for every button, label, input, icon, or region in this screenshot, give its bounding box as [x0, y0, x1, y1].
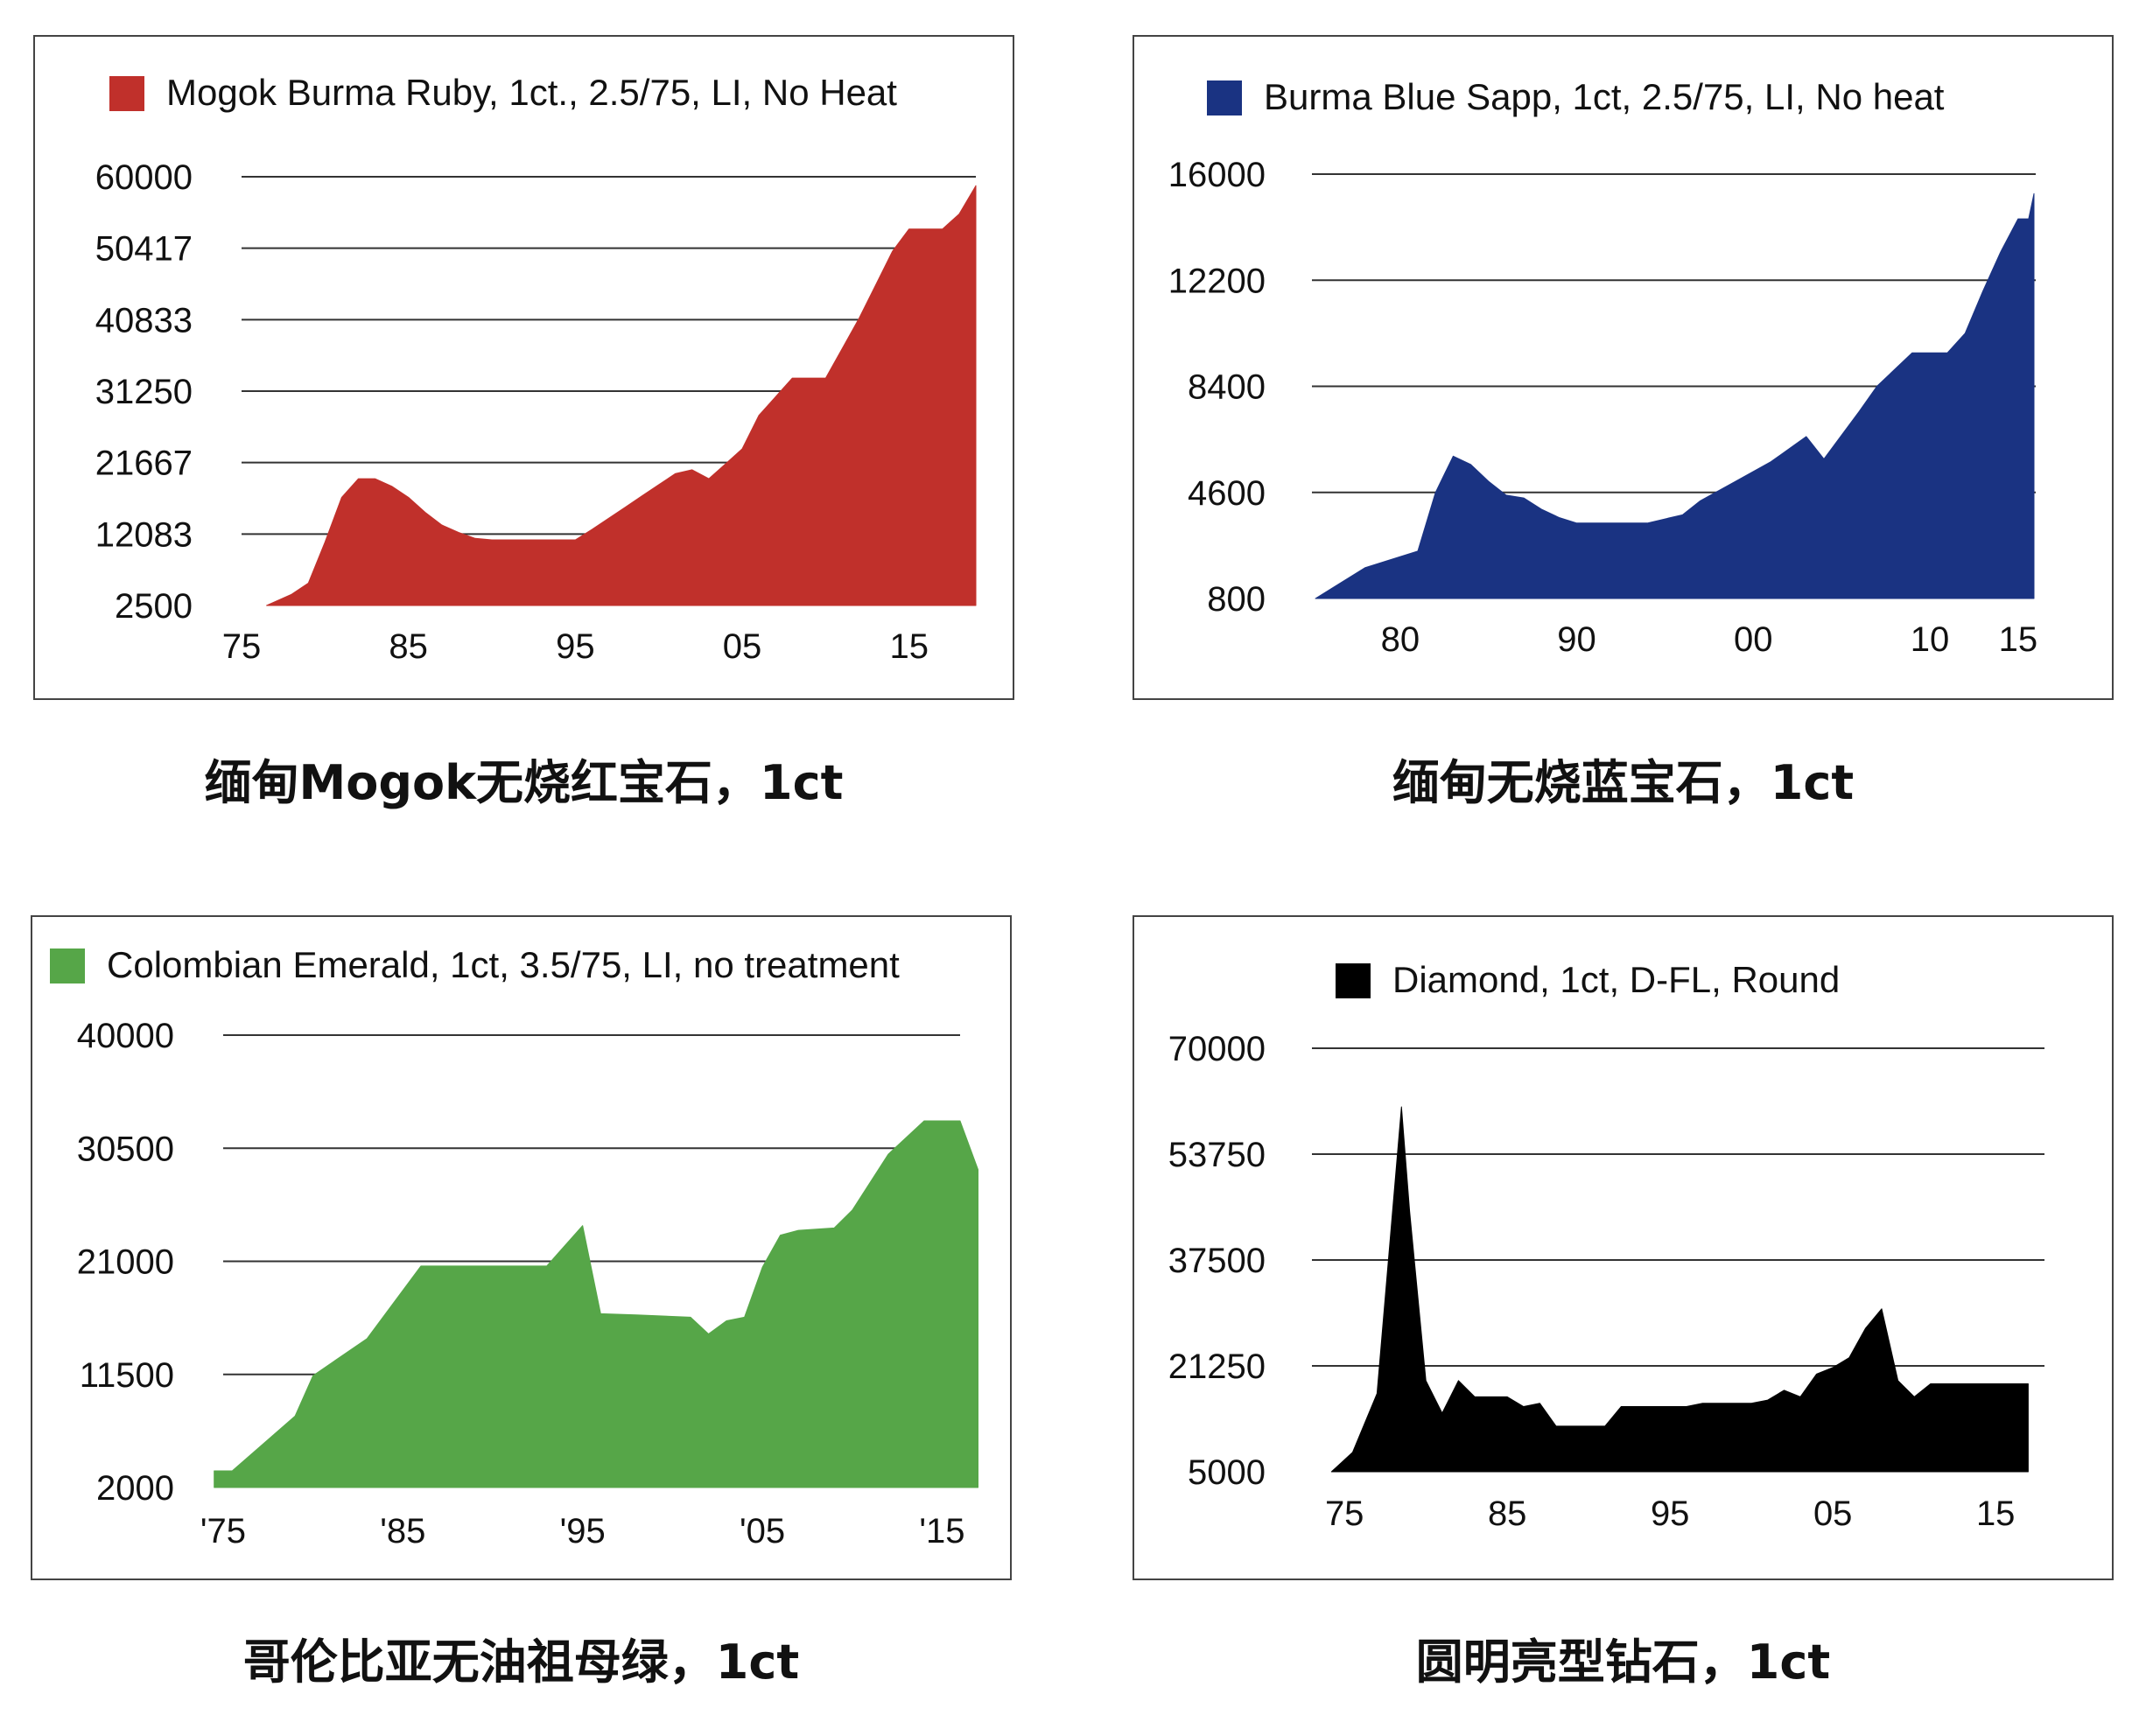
- x-tick-label: 90: [1557, 620, 1596, 659]
- x-tick-label: 85: [1488, 1494, 1527, 1533]
- caption-emerald: 哥伦比亚无油祖母绿，1ct: [242, 1634, 800, 1690]
- y-tick-label: 21667: [95, 444, 193, 483]
- y-tick-label: 31250: [95, 373, 193, 411]
- chart-panel-ruby: Mogok Burma Ruby, 1ct., 2.5/75, LI, No H…: [33, 35, 1014, 700]
- y-tick-label: 30500: [77, 1130, 174, 1168]
- x-tick-label: '85: [380, 1512, 425, 1550]
- y-tick-label: 2000: [96, 1469, 174, 1508]
- y-tick-label: 21000: [77, 1243, 174, 1282]
- caption-ruby: 缅甸Mogok无烧红宝石，1ct: [204, 755, 844, 810]
- chart-panel-diamond: Diamond, 1ct, D-FL, Round 70000 53750 37500…: [1133, 915, 2114, 1580]
- y-tick-label: 37500: [1168, 1242, 1266, 1280]
- series-area: [1315, 192, 2035, 599]
- legend-swatch: [50, 948, 85, 984]
- caption-sapphire: 缅甸无烧蓝宝石，1ct: [1392, 755, 1855, 810]
- x-tick-label: 15: [889, 627, 929, 666]
- diamond-price-chart: Diamond, 1ct, D-FL, Round 70000 53750 37500…: [1168, 959, 2044, 1533]
- y-tick-label: 40000: [77, 1017, 174, 1055]
- legend-label: Diamond, 1ct, D-FL, Round: [1392, 959, 1840, 1000]
- y-tick-label: 12083: [95, 515, 193, 554]
- y-tick-label: 40833: [95, 301, 193, 340]
- caption-diamond: 圆明亮型钻石，1ct: [1415, 1634, 1831, 1690]
- legend-label: Colombian Emerald, 1ct, 3.5/75, LI, no t…: [107, 944, 900, 985]
- y-tick-label: 16000: [1168, 156, 1266, 194]
- x-tick-label: 15: [1976, 1494, 2016, 1533]
- y-tick-label: 4600: [1188, 474, 1266, 513]
- series-area: [1330, 1106, 2029, 1473]
- y-tick-label: 21250: [1168, 1348, 1266, 1386]
- legend-label: Burma Blue Sapp, 1ct, 2.5/75, LI, No hea…: [1264, 76, 1945, 117]
- legend-swatch: [1336, 963, 1371, 998]
- x-tick-label: 75: [1325, 1494, 1364, 1533]
- y-tick-label: 8400: [1188, 368, 1266, 407]
- x-tick-label: 05: [1813, 1494, 1853, 1533]
- ruby-price-chart: Mogok Burma Ruby, 1ct., 2.5/75, LI, No H…: [95, 72, 977, 666]
- x-tick-label: 05: [723, 627, 762, 666]
- chart-panel-sapphire: Burma Blue Sapp, 1ct, 2.5/75, LI, No hea…: [1133, 35, 2114, 700]
- x-tick-label: '95: [560, 1512, 606, 1550]
- x-tick-label: 95: [1651, 1494, 1690, 1533]
- legend-swatch: [109, 76, 144, 111]
- x-tick-label: 95: [556, 627, 595, 666]
- x-tick-label: 85: [389, 627, 428, 666]
- x-tick-label: 00: [1734, 620, 1773, 659]
- y-tick-label: 53750: [1168, 1136, 1266, 1174]
- x-tick-label: '05: [740, 1512, 785, 1550]
- y-tick-label: 50417: [95, 230, 193, 269]
- legend-swatch: [1207, 80, 1242, 116]
- y-tick-label: 60000: [95, 158, 193, 197]
- legend-label: Mogok Burma Ruby, 1ct., 2.5/75, LI, No H…: [166, 72, 897, 113]
- y-tick-label: 11500: [80, 1356, 174, 1395]
- emerald-price-chart: Colombian Emerald, 1ct, 3.5/75, LI, no t…: [50, 944, 978, 1550]
- x-tick-label: '15: [919, 1512, 964, 1550]
- series-area: [266, 185, 977, 606]
- y-tick-label: 800: [1207, 580, 1266, 619]
- y-tick-label: 2500: [115, 587, 193, 626]
- y-tick-label: 70000: [1168, 1030, 1266, 1068]
- x-tick-label: '75: [200, 1512, 246, 1550]
- series-area: [214, 1120, 978, 1488]
- sapphire-price-chart: Burma Blue Sapp, 1ct, 2.5/75, LI, No hea…: [1168, 76, 2038, 659]
- y-tick-label: 12200: [1168, 262, 1266, 300]
- x-tick-label: 10: [1911, 620, 1950, 659]
- x-tick-label: 80: [1381, 620, 1420, 659]
- chart-panel-emerald: Colombian Emerald, 1ct, 3.5/75, LI, no t…: [31, 915, 1012, 1580]
- y-tick-label: 5000: [1188, 1453, 1266, 1492]
- x-tick-label: 75: [222, 627, 262, 666]
- x-tick-label: 15: [1999, 620, 2038, 659]
